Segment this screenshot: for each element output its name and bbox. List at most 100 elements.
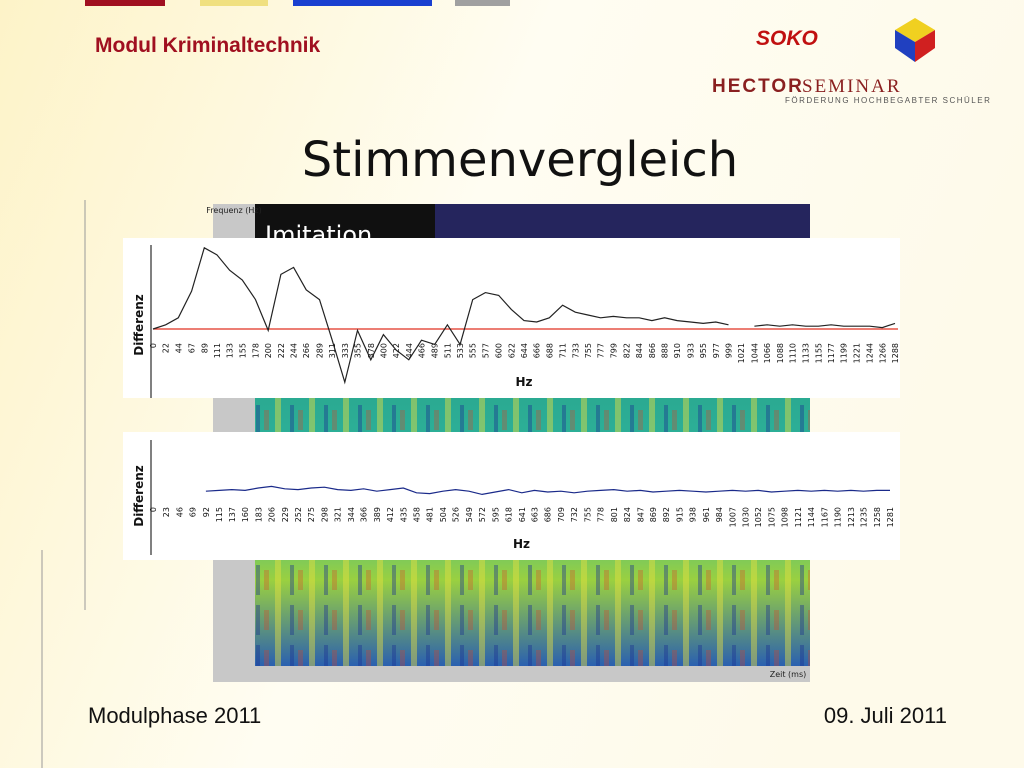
cube-icon bbox=[895, 18, 935, 62]
x-tick-label: 1288 bbox=[891, 343, 900, 363]
x-tick-label: 222 bbox=[277, 343, 286, 358]
tagline: FÖRDERUNG HOCHBEGABTER SCHÜLER bbox=[785, 96, 991, 105]
x-tick-label: 504 bbox=[439, 507, 448, 522]
x-tick-label: 458 bbox=[413, 507, 422, 522]
x-tick-label: 252 bbox=[294, 507, 303, 522]
x-tick-label: 618 bbox=[505, 507, 514, 522]
x-tick-label: 869 bbox=[649, 507, 658, 522]
x-tick-label: 1258 bbox=[873, 507, 882, 527]
x-tick-label: 686 bbox=[544, 507, 553, 522]
x-tick-label: 400 bbox=[379, 343, 388, 358]
x-tick-label: 111 bbox=[213, 343, 222, 358]
x-tick-label: 801 bbox=[610, 507, 619, 522]
x-tick-label: 1007 bbox=[728, 507, 737, 527]
x-tick-label: 67 bbox=[188, 343, 197, 353]
bar-red bbox=[85, 0, 165, 6]
bar-grey bbox=[455, 0, 510, 6]
brand-bold: HECTOR bbox=[712, 76, 804, 97]
x-tick-label: 444 bbox=[405, 343, 414, 358]
x-tick-label: 206 bbox=[268, 507, 277, 522]
x-tick-label: 755 bbox=[583, 507, 592, 522]
x-tick-label: 229 bbox=[281, 507, 290, 522]
spectrogram-x-label: Zeit (ms) bbox=[770, 670, 807, 679]
x-tick-label: 933 bbox=[686, 343, 695, 358]
x-tick-label: 435 bbox=[399, 507, 408, 522]
x-tick-label: 466 bbox=[417, 343, 426, 358]
x-tick-label: 1235 bbox=[860, 507, 869, 527]
x-tick-label: 709 bbox=[557, 507, 566, 522]
x-tick-label: 663 bbox=[530, 507, 539, 522]
x-tick-label: 600 bbox=[495, 343, 504, 358]
x-tick-label: 866 bbox=[648, 343, 657, 358]
x-tick-label: 555 bbox=[469, 343, 478, 358]
x-tick-label: 1244 bbox=[866, 343, 875, 363]
x-tick-label: 1098 bbox=[781, 507, 790, 527]
x-tick-label: 999 bbox=[725, 343, 734, 358]
x-tick-label: 183 bbox=[254, 507, 263, 522]
x-tick-label: 910 bbox=[673, 343, 682, 358]
x-tick-label: 533 bbox=[456, 343, 465, 358]
x-tick-label: 622 bbox=[507, 343, 516, 358]
x-tick-label: 733 bbox=[571, 343, 580, 358]
x-tick-label: 22 bbox=[162, 343, 171, 353]
x-tick-label: 1021 bbox=[737, 343, 746, 363]
brand: SEMINAR bbox=[802, 76, 902, 97]
x-tick-label: 1075 bbox=[767, 507, 776, 527]
x-tick-label: 511 bbox=[443, 343, 452, 358]
x-tick-label: 23 bbox=[162, 507, 171, 517]
x-tick-label: 92 bbox=[202, 507, 211, 517]
x-tick-label: 732 bbox=[570, 507, 579, 522]
x-tick-label: 1190 bbox=[834, 507, 843, 527]
x-tick-label: 275 bbox=[307, 507, 316, 522]
x-tick-label: 378 bbox=[367, 343, 376, 358]
x-tick-label: 666 bbox=[533, 343, 542, 358]
y-axis-label: Differenz bbox=[132, 294, 146, 356]
x-tick-label: 1121 bbox=[794, 507, 803, 527]
y-axis-label: Differenz bbox=[132, 465, 146, 527]
x-tick-label: 1199 bbox=[840, 343, 849, 363]
x-tick-label: 0 bbox=[149, 343, 158, 348]
bar-blue bbox=[293, 0, 432, 6]
x-tick-label: 244 bbox=[290, 343, 299, 358]
x-tick-label: 1281 bbox=[886, 507, 895, 527]
x-tick-label: 844 bbox=[635, 343, 644, 358]
x-tick-label: 1213 bbox=[847, 507, 856, 527]
spectrogram-band bbox=[435, 204, 810, 238]
x-tick-label: 977 bbox=[712, 343, 721, 358]
x-tick-label: 481 bbox=[426, 507, 435, 522]
x-tick-label: 549 bbox=[465, 507, 474, 522]
x-tick-label: 892 bbox=[662, 507, 671, 522]
x-tick-label: 1155 bbox=[814, 343, 823, 363]
x-tick-label: 200 bbox=[264, 343, 273, 358]
x-tick-label: 847 bbox=[636, 507, 645, 522]
x-tick-label: 1052 bbox=[754, 507, 763, 527]
x-tick-label: 46 bbox=[175, 507, 184, 517]
x-tick-label: 1221 bbox=[852, 343, 861, 363]
x-tick-label: 915 bbox=[675, 507, 684, 522]
x-tick-label: 711 bbox=[559, 343, 568, 358]
x-tick-label: 1177 bbox=[827, 343, 836, 363]
x-tick-label: 824 bbox=[623, 507, 632, 522]
x-tick-label: 777 bbox=[597, 343, 606, 358]
data-line bbox=[205, 485, 890, 496]
x-tick-label: 311 bbox=[328, 343, 337, 358]
x-tick-label: 44 bbox=[174, 343, 183, 353]
x-tick-label: 1167 bbox=[820, 507, 829, 527]
x-tick-label: 688 bbox=[545, 343, 554, 358]
x-tick-label: 133 bbox=[226, 343, 235, 358]
data-line bbox=[152, 246, 896, 385]
x-axis-label: Hz bbox=[515, 375, 532, 389]
x-tick-label: 289 bbox=[315, 343, 324, 358]
x-tick-label: 160 bbox=[241, 507, 250, 522]
slide-title: Stimmenvergleich bbox=[302, 132, 738, 188]
x-tick-label: 799 bbox=[609, 343, 618, 358]
x-tick-label: 1044 bbox=[750, 343, 759, 363]
x-tick-label: 333 bbox=[341, 343, 350, 358]
x-tick-label: 137 bbox=[228, 507, 237, 522]
x-tick-label: 984 bbox=[715, 507, 724, 522]
bar-yellow bbox=[200, 0, 268, 6]
x-tick-label: 1144 bbox=[807, 507, 816, 527]
x-tick-label: 1110 bbox=[788, 343, 797, 363]
x-tick-label: 178 bbox=[252, 343, 261, 358]
